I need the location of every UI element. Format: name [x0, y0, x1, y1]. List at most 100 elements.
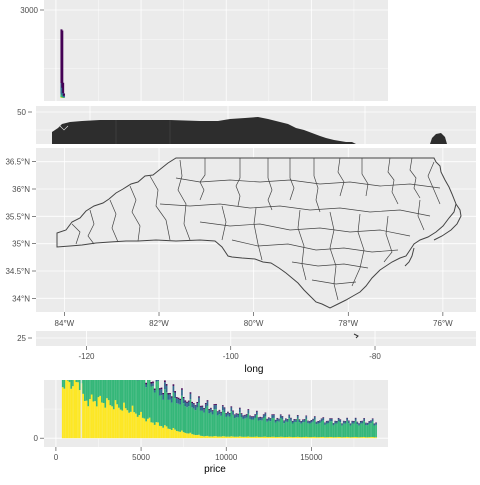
bar-segment [181, 390, 183, 396]
bar-segment [135, 414, 137, 439]
bar-segment [110, 405, 112, 438]
bar-segment [183, 398, 185, 403]
bar-segment [375, 425, 377, 437]
bar-segment [212, 410, 214, 411]
bar-segment [93, 401, 95, 438]
bar-segment [115, 400, 117, 438]
bar-segment [152, 382, 154, 384]
bar-segment [101, 403, 103, 439]
bar-segment [65, 380, 67, 438]
bar-segment [99, 396, 101, 438]
y-axis: 0 [34, 434, 44, 443]
bar-segment [191, 434, 193, 438]
bar-segment [249, 416, 251, 417]
bar-segment [326, 424, 328, 438]
bar-segment [341, 426, 343, 438]
bar-segment [167, 393, 169, 394]
bar-segment [188, 433, 190, 438]
bar-segment [159, 426, 161, 438]
bar-segment [270, 418, 272, 419]
bar-segment [324, 423, 326, 425]
bar-segment [130, 412, 132, 438]
bar-segment [227, 413, 229, 416]
bar-segment [220, 416, 222, 437]
bar-segment [210, 408, 212, 409]
bar-segment [355, 418, 357, 419]
bar-segment [208, 410, 210, 414]
bar-segment [302, 422, 304, 437]
bar-segment [363, 437, 365, 438]
bar-segment [343, 421, 345, 422]
bar-segment [184, 402, 186, 407]
bar-segment [256, 415, 258, 437]
bar-segment [375, 437, 377, 438]
bar-segment [328, 421, 330, 422]
bar-segment [236, 413, 238, 414]
bar-segment [222, 436, 224, 438]
bar-segment [314, 420, 316, 437]
bar-segment [195, 405, 197, 406]
bar-segment [302, 420, 304, 422]
bar-segment [339, 422, 341, 437]
bar-segment [261, 418, 263, 421]
bar-segment [334, 423, 336, 437]
bar-segment [203, 408, 205, 409]
bar-segment [266, 419, 268, 421]
bar-segment [210, 436, 212, 438]
bar-segment [328, 423, 330, 437]
bar-segment [76, 380, 78, 382]
bar-segment [290, 437, 292, 438]
bar-segment [343, 423, 345, 437]
bar-segment [338, 418, 340, 419]
bar-segment [167, 394, 169, 399]
bar-segment [358, 437, 360, 438]
x-tick-label: 78°W [338, 319, 358, 328]
bar-segment [362, 421, 364, 423]
bar-segment [265, 416, 267, 436]
bar-segment [305, 419, 307, 437]
bar-segment [64, 389, 66, 439]
bar-segment [374, 437, 376, 438]
bar-segment [346, 418, 348, 419]
bar-segment [302, 437, 304, 438]
bar-segment [256, 437, 258, 439]
bar-segment [205, 436, 207, 438]
bar-segment [111, 380, 113, 406]
bar-segment [278, 437, 280, 438]
bar-segment [248, 436, 250, 438]
bar-segment [72, 380, 74, 386]
bar-segment [186, 403, 188, 407]
bar-segment [239, 409, 241, 413]
x-tick-label: 76°W [433, 319, 453, 328]
bar-segment [212, 437, 214, 439]
bar-segment [350, 437, 352, 438]
bar-segment [70, 389, 72, 438]
bar-segment [159, 396, 161, 426]
bar-segment [353, 421, 355, 423]
bar-segment [219, 410, 221, 411]
bar-segment [115, 380, 117, 400]
bar-segment [161, 395, 163, 426]
bar-segment [297, 415, 299, 416]
bar-segment [89, 399, 91, 438]
bar-segment [251, 420, 253, 437]
bar-segment [120, 410, 122, 439]
bar-segment [329, 418, 331, 419]
bar-segment [149, 380, 151, 418]
bar-segment [98, 380, 100, 397]
bar-segment [334, 421, 336, 422]
bar-segment [74, 380, 76, 438]
bar-segment [62, 380, 64, 387]
bar-segment [304, 437, 306, 438]
bar-segment [305, 416, 307, 419]
bar-segment [254, 437, 256, 438]
panel-south-map-strip: 25 -120-100-80 long [17, 331, 476, 375]
bar-segment [351, 421, 353, 423]
bar-segment [152, 383, 154, 386]
bar-segment [198, 403, 200, 435]
bar-segment [234, 437, 236, 438]
bar-segment [244, 415, 246, 416]
bar-segment [171, 403, 173, 430]
bar-segment [225, 413, 227, 414]
bar-segment [351, 423, 353, 437]
